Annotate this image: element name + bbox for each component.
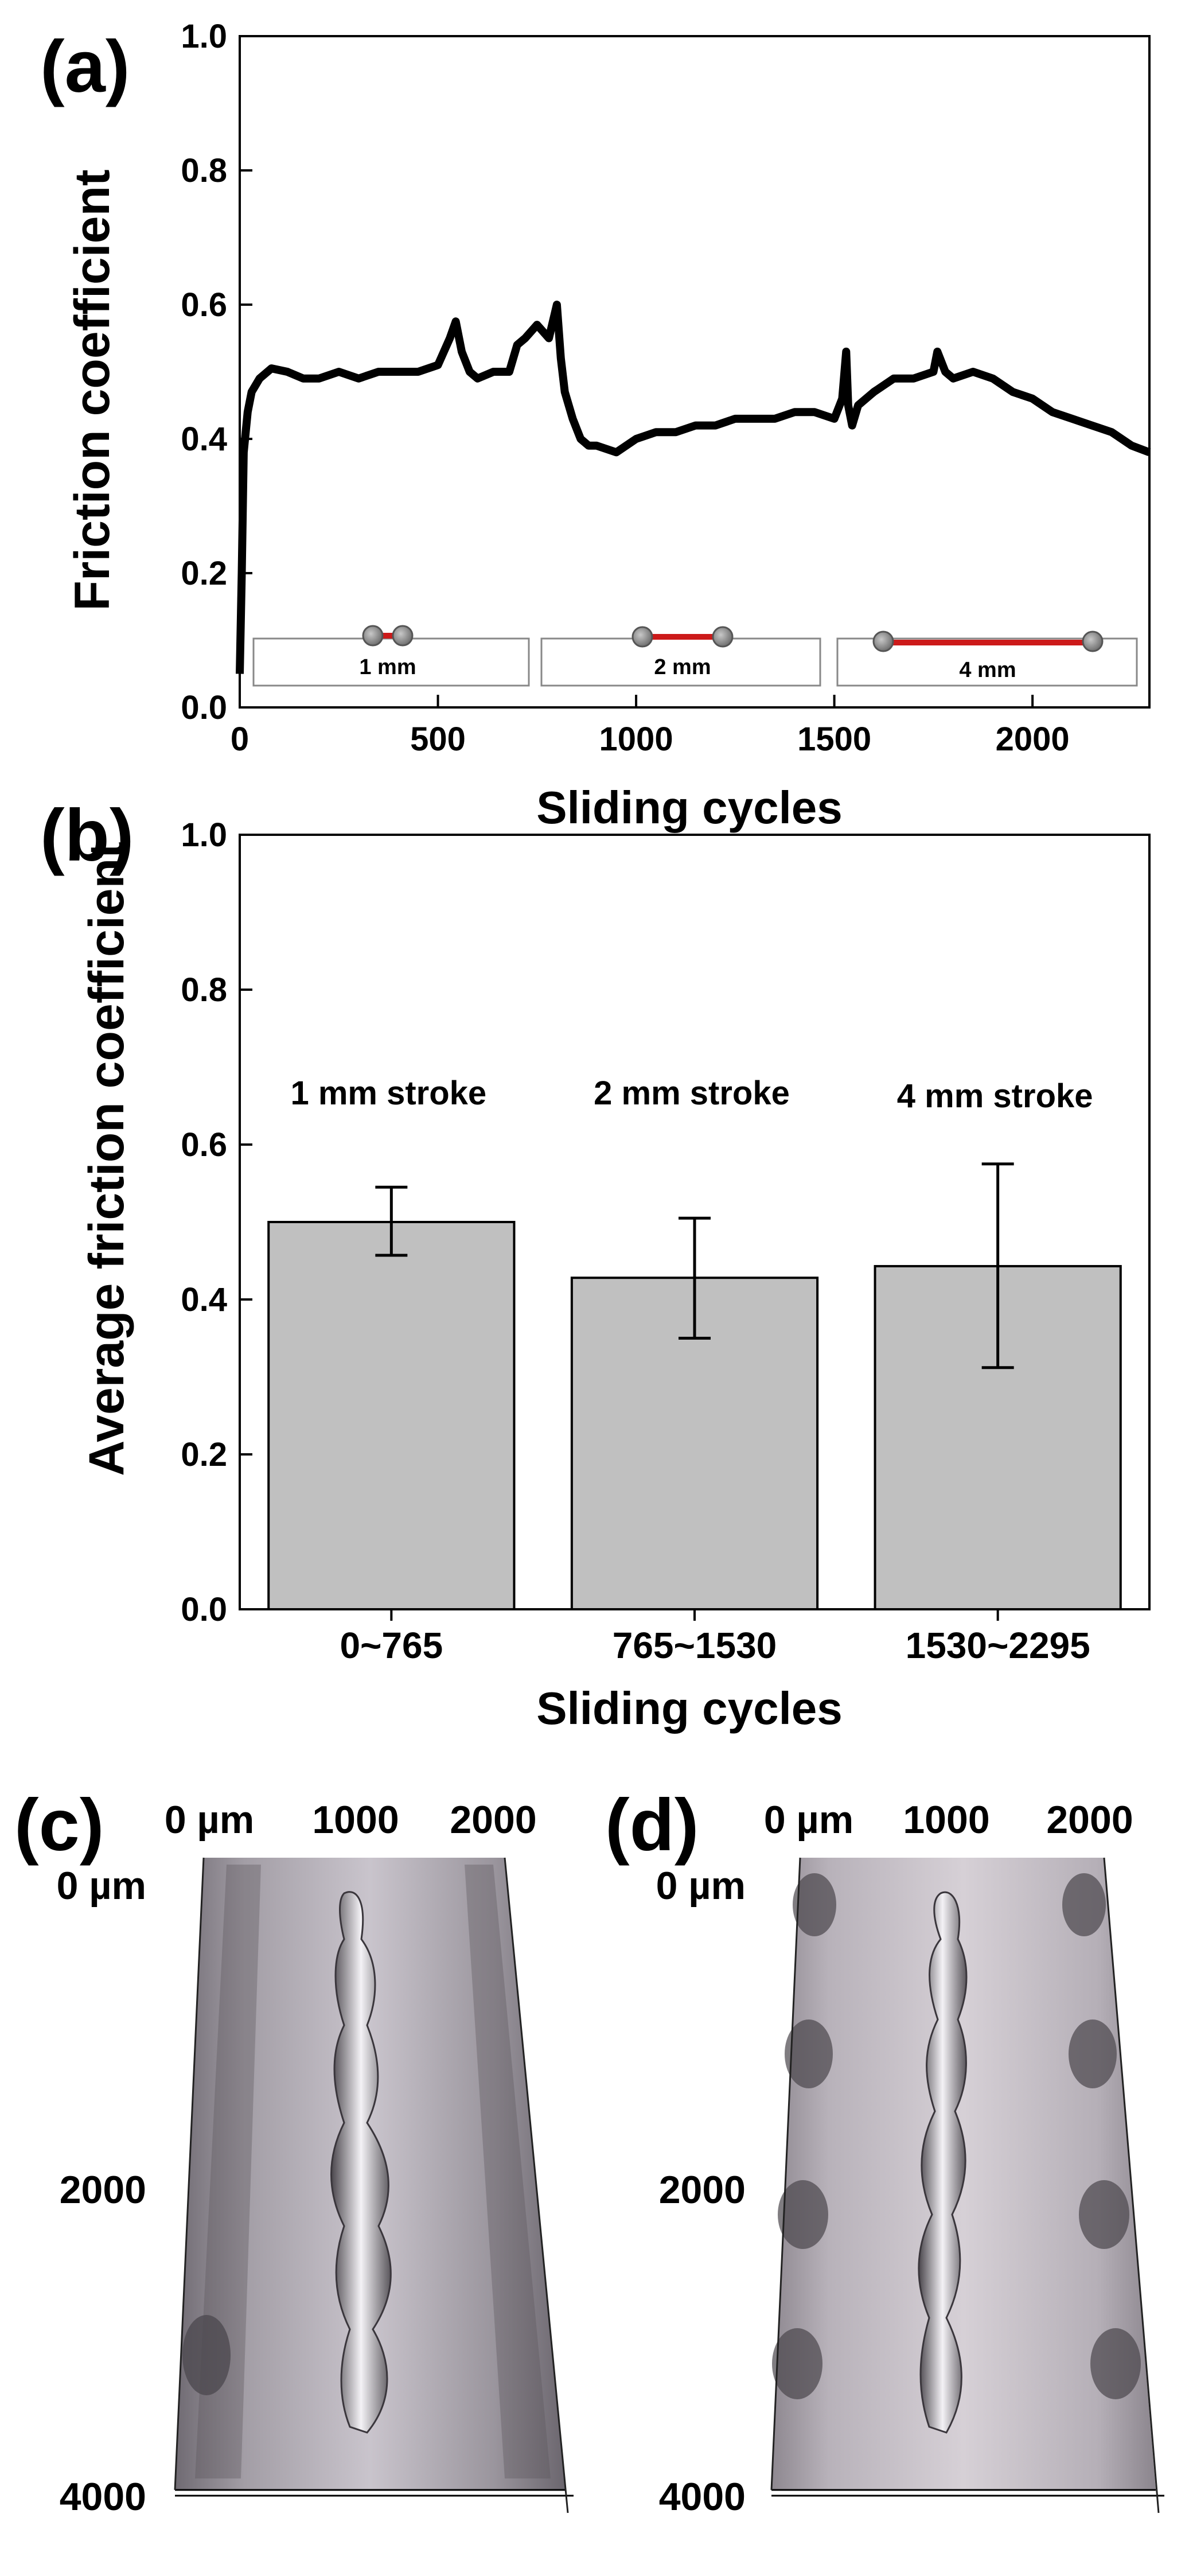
panel-d-left-axis <box>770 1857 801 2491</box>
panel-b-x-tick-label: 1530~2295 <box>906 1625 1090 1666</box>
inset-4mm-stroke: 4 mm <box>836 631 1138 687</box>
inset-1mm-stroke: 1 mm <box>252 625 530 687</box>
panel-b-y-tick-label: 0.2 <box>181 1436 227 1473</box>
panel-b-plot-frame <box>239 834 1151 1610</box>
panel-d-y-tick-2: 4000 <box>659 2475 746 2519</box>
panel-a-label: (a) <box>40 26 130 108</box>
panel-c-shadow-right <box>465 1865 551 2478</box>
panel-b-x-tick-label: 765~1530 <box>613 1625 777 1666</box>
panel-a-y-tick-label: 0.2 <box>181 555 227 592</box>
panel-a-friction-series-line <box>236 301 1151 674</box>
panel-d-y-tick-0: 0 µm <box>656 1864 746 1908</box>
panel-c-left-axis <box>174 1857 205 2491</box>
panel-b-bars: 0~765 1 mm stroke 765~1530 2 mm stroke 1530~… <box>267 1075 1122 1666</box>
panel-d-label: (d) <box>605 1784 699 1866</box>
panel-a-y-axis-label: Friction coefficient <box>65 169 120 610</box>
inset-4mm-ball-right <box>1082 631 1104 652</box>
panel-b-y-tick-label: 1.0 <box>181 816 227 854</box>
panel-a-plot-frame <box>239 35 1151 709</box>
panel-d-wear-track <box>918 1891 968 2434</box>
panel-a-x-axis-label: Sliding cycles <box>536 782 843 833</box>
inset-1mm-ball-left <box>362 625 384 647</box>
panel-a-x-tick-label: 500 <box>410 721 466 758</box>
panel-b-stroke-annotation: 2 mm stroke <box>594 1075 790 1112</box>
panel-c-pit <box>182 2315 231 2395</box>
panel-b-bar <box>267 1221 516 1610</box>
panel-a-x-tick-label: 1000 <box>599 721 673 758</box>
panel-d-x-tick-2: 2000 <box>1046 1798 1133 1842</box>
panel-d-3d-profile: (d) 0 µm 1000 2000 0 µm 2000 4000 <box>605 1784 1164 2519</box>
panel-a-y-tick-label: 0.6 <box>181 286 227 324</box>
panel-b-y-tick-label: 0.6 <box>181 1126 227 1164</box>
panel-a-x-ticks: 0 500 1000 1500 2000 <box>231 695 1070 758</box>
panel-a-x-tick-label: 0 <box>231 721 249 758</box>
panel-b-y-tick-label: 0.4 <box>181 1281 227 1318</box>
panel-b-y-ticks: 0.0 0.2 0.4 0.6 0.8 1.0 <box>181 816 252 1628</box>
panel-b-label: (b) <box>40 795 134 877</box>
inset-1mm-label: 1 mm <box>359 655 416 679</box>
panel-a-y-ticks: 0.0 0.2 0.4 0.6 0.8 1.0 <box>181 18 252 726</box>
inset-2mm-specimen <box>540 637 821 687</box>
panel-a-x-tick-label: 2000 <box>996 721 1070 758</box>
panel-c-wear-track <box>330 1891 392 2434</box>
inset-2mm-label: 2 mm <box>654 655 711 679</box>
panel-d-dark-spots <box>772 1873 1141 2399</box>
panel-c-3d-profile: (c) 0 µm 1000 2000 0 µm 2000 4000 <box>14 1784 574 2519</box>
panel-b-x-tick-label: 0~765 <box>340 1625 443 1666</box>
panel-c-y-tick-0: 0 µm <box>57 1864 146 1908</box>
inset-4mm-ball-left <box>872 631 894 652</box>
panel-c-right-axis <box>504 1857 569 2513</box>
inset-2mm-ball-left <box>631 626 653 648</box>
panel-c-x-tick-1: 1000 <box>312 1798 399 1842</box>
panel-d-x-tick-0: 0 µm <box>764 1798 853 1842</box>
inset-2mm-stroke: 2 mm <box>540 626 821 687</box>
panel-a-y-tick-label: 0.0 <box>181 689 227 726</box>
panel-b-stroke-annotation: 4 mm stroke <box>897 1077 1093 1115</box>
panel-d-right-axis <box>1103 1857 1160 2513</box>
panel-d-x-tick-1: 1000 <box>903 1798 989 1842</box>
panel-b-y-tick-label: 0.8 <box>181 971 227 1009</box>
panel-b-x-axis-label: Sliding cycles <box>536 1683 843 1734</box>
inset-1mm-ball-right <box>392 625 414 647</box>
inset-1mm-specimen <box>252 637 530 687</box>
panel-c-label: (c) <box>14 1784 104 1866</box>
panel-b-y-axis-label: Average friction coefficient <box>79 842 134 1476</box>
panel-b-average-bar-chart: (b) Average friction coefficient Sliding… <box>40 795 1151 1734</box>
panel-a-y-tick-label: 0.4 <box>181 421 227 458</box>
panel-d-y-tick-1: 2000 <box>659 2168 746 2212</box>
panel-c-x-tick-2: 2000 <box>450 1798 536 1842</box>
panel-a-y-tick-label: 0.8 <box>181 152 227 189</box>
panel-a-x-tick-label: 1500 <box>797 721 871 758</box>
panel-c-x-tick-0: 0 µm <box>165 1798 254 1842</box>
panel-c-y-tick-1: 2000 <box>60 2168 146 2212</box>
inset-2mm-ball-right <box>712 626 734 648</box>
panel-b-stroke-annotation: 1 mm stroke <box>290 1075 486 1112</box>
panel-a-friction-line-chart: (a) Friction coefficient Sliding cycles … <box>40 18 1151 833</box>
panel-a-y-tick-label: 1.0 <box>181 18 227 55</box>
inset-4mm-label: 4 mm <box>959 658 1016 682</box>
panel-c-y-tick-2: 4000 <box>60 2475 146 2519</box>
panel-b-y-tick-label: 0.0 <box>181 1591 227 1628</box>
